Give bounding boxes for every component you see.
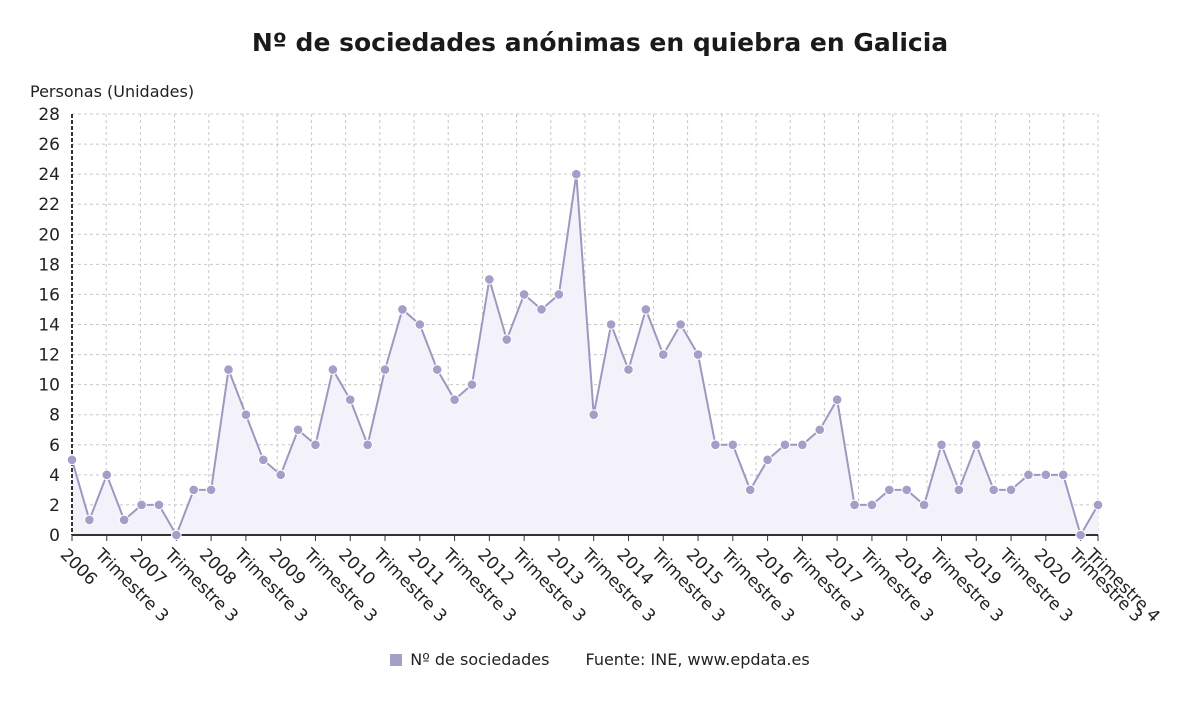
- chart-title: Nº de sociedades anónimas en quiebra en …: [251, 28, 949, 57]
- data-point: [1075, 529, 1086, 541]
- data-point: [936, 439, 947, 451]
- data-point: [1040, 469, 1052, 481]
- y-tick-label: 2: [49, 496, 60, 516]
- data-point: [727, 439, 739, 451]
- data-point: [536, 304, 547, 315]
- data-point: [1023, 469, 1034, 481]
- y-tick-label: 6: [49, 436, 60, 456]
- data-point: [675, 319, 686, 330]
- data-point: [623, 364, 634, 375]
- data-point: [414, 319, 426, 330]
- data-point: [918, 499, 930, 511]
- data-point: [223, 364, 234, 375]
- data-point: [66, 454, 78, 466]
- data-point: [692, 349, 704, 360]
- data-point: [379, 364, 391, 375]
- data-point: [605, 319, 617, 330]
- data-point: [171, 529, 182, 541]
- data-point: [310, 439, 321, 451]
- data-point: [1005, 484, 1017, 496]
- data-point: [1057, 469, 1069, 481]
- data-point: [970, 439, 982, 451]
- data-point: [257, 454, 269, 466]
- data-point: [710, 439, 721, 451]
- source-note: Fuente: INE, www.epdata.es: [585, 650, 810, 669]
- data-point: [397, 304, 408, 315]
- data-point: [762, 454, 773, 466]
- y-tick-label: 16: [38, 285, 60, 305]
- legend: Nº de sociedades Fuente: INE, www.epdata.…: [0, 650, 1200, 669]
- data-point: [571, 168, 582, 180]
- y-tick-label: 26: [38, 135, 60, 155]
- data-point: [831, 394, 843, 405]
- y-tick-label: 14: [38, 316, 60, 336]
- y-tick-label: 22: [38, 195, 60, 215]
- data-point: [136, 499, 147, 511]
- data-point: [153, 499, 165, 511]
- data-point: [101, 469, 113, 481]
- data-point: [849, 499, 860, 511]
- data-point: [431, 364, 443, 375]
- data-point: [988, 484, 999, 496]
- data-points: [66, 168, 1104, 541]
- y-tick-label: 24: [38, 165, 60, 185]
- data-point: [884, 484, 895, 496]
- data-point: [640, 304, 652, 315]
- y-tick-label: 4: [49, 466, 60, 486]
- data-point: [657, 349, 669, 360]
- data-point: [240, 409, 252, 421]
- data-point: [118, 514, 130, 526]
- data-point: [466, 379, 478, 390]
- data-point: [779, 439, 791, 451]
- data-point: [901, 484, 913, 496]
- legend-swatch: [390, 654, 403, 666]
- y-tick-label: 8: [49, 406, 60, 426]
- data-point: [744, 484, 756, 496]
- data-point: [449, 394, 460, 405]
- x-tick-label: 2006: [56, 545, 101, 590]
- y-tick-label: 18: [38, 255, 60, 275]
- data-point: [518, 289, 530, 300]
- data-point: [1092, 499, 1104, 511]
- y-tick-label: 10: [38, 376, 60, 396]
- series-line: [71, 173, 1099, 538]
- data-point: [275, 469, 286, 481]
- y-tick-label: 20: [38, 225, 60, 245]
- data-point: [84, 514, 95, 526]
- data-point: [344, 394, 356, 405]
- data-point: [797, 439, 808, 451]
- data-point: [484, 274, 495, 285]
- data-point: [866, 499, 878, 511]
- series-area-fill: [72, 174, 1098, 535]
- y-tick-label: 0: [49, 526, 60, 546]
- data-point: [953, 484, 965, 496]
- legend-label: Nº de sociedades: [410, 650, 550, 669]
- data-point: [188, 484, 200, 496]
- data-point: [292, 424, 304, 436]
- data-point: [553, 289, 565, 300]
- data-point: [327, 364, 339, 375]
- y-tick-label: 12: [38, 346, 60, 366]
- data-point: [588, 409, 599, 421]
- data-point: [205, 484, 217, 496]
- y-axis-label: Personas (Unidades): [30, 82, 195, 101]
- data-point: [501, 334, 513, 345]
- data-point: [362, 439, 373, 451]
- data-point: [814, 424, 826, 436]
- y-tick-label: 28: [38, 105, 60, 125]
